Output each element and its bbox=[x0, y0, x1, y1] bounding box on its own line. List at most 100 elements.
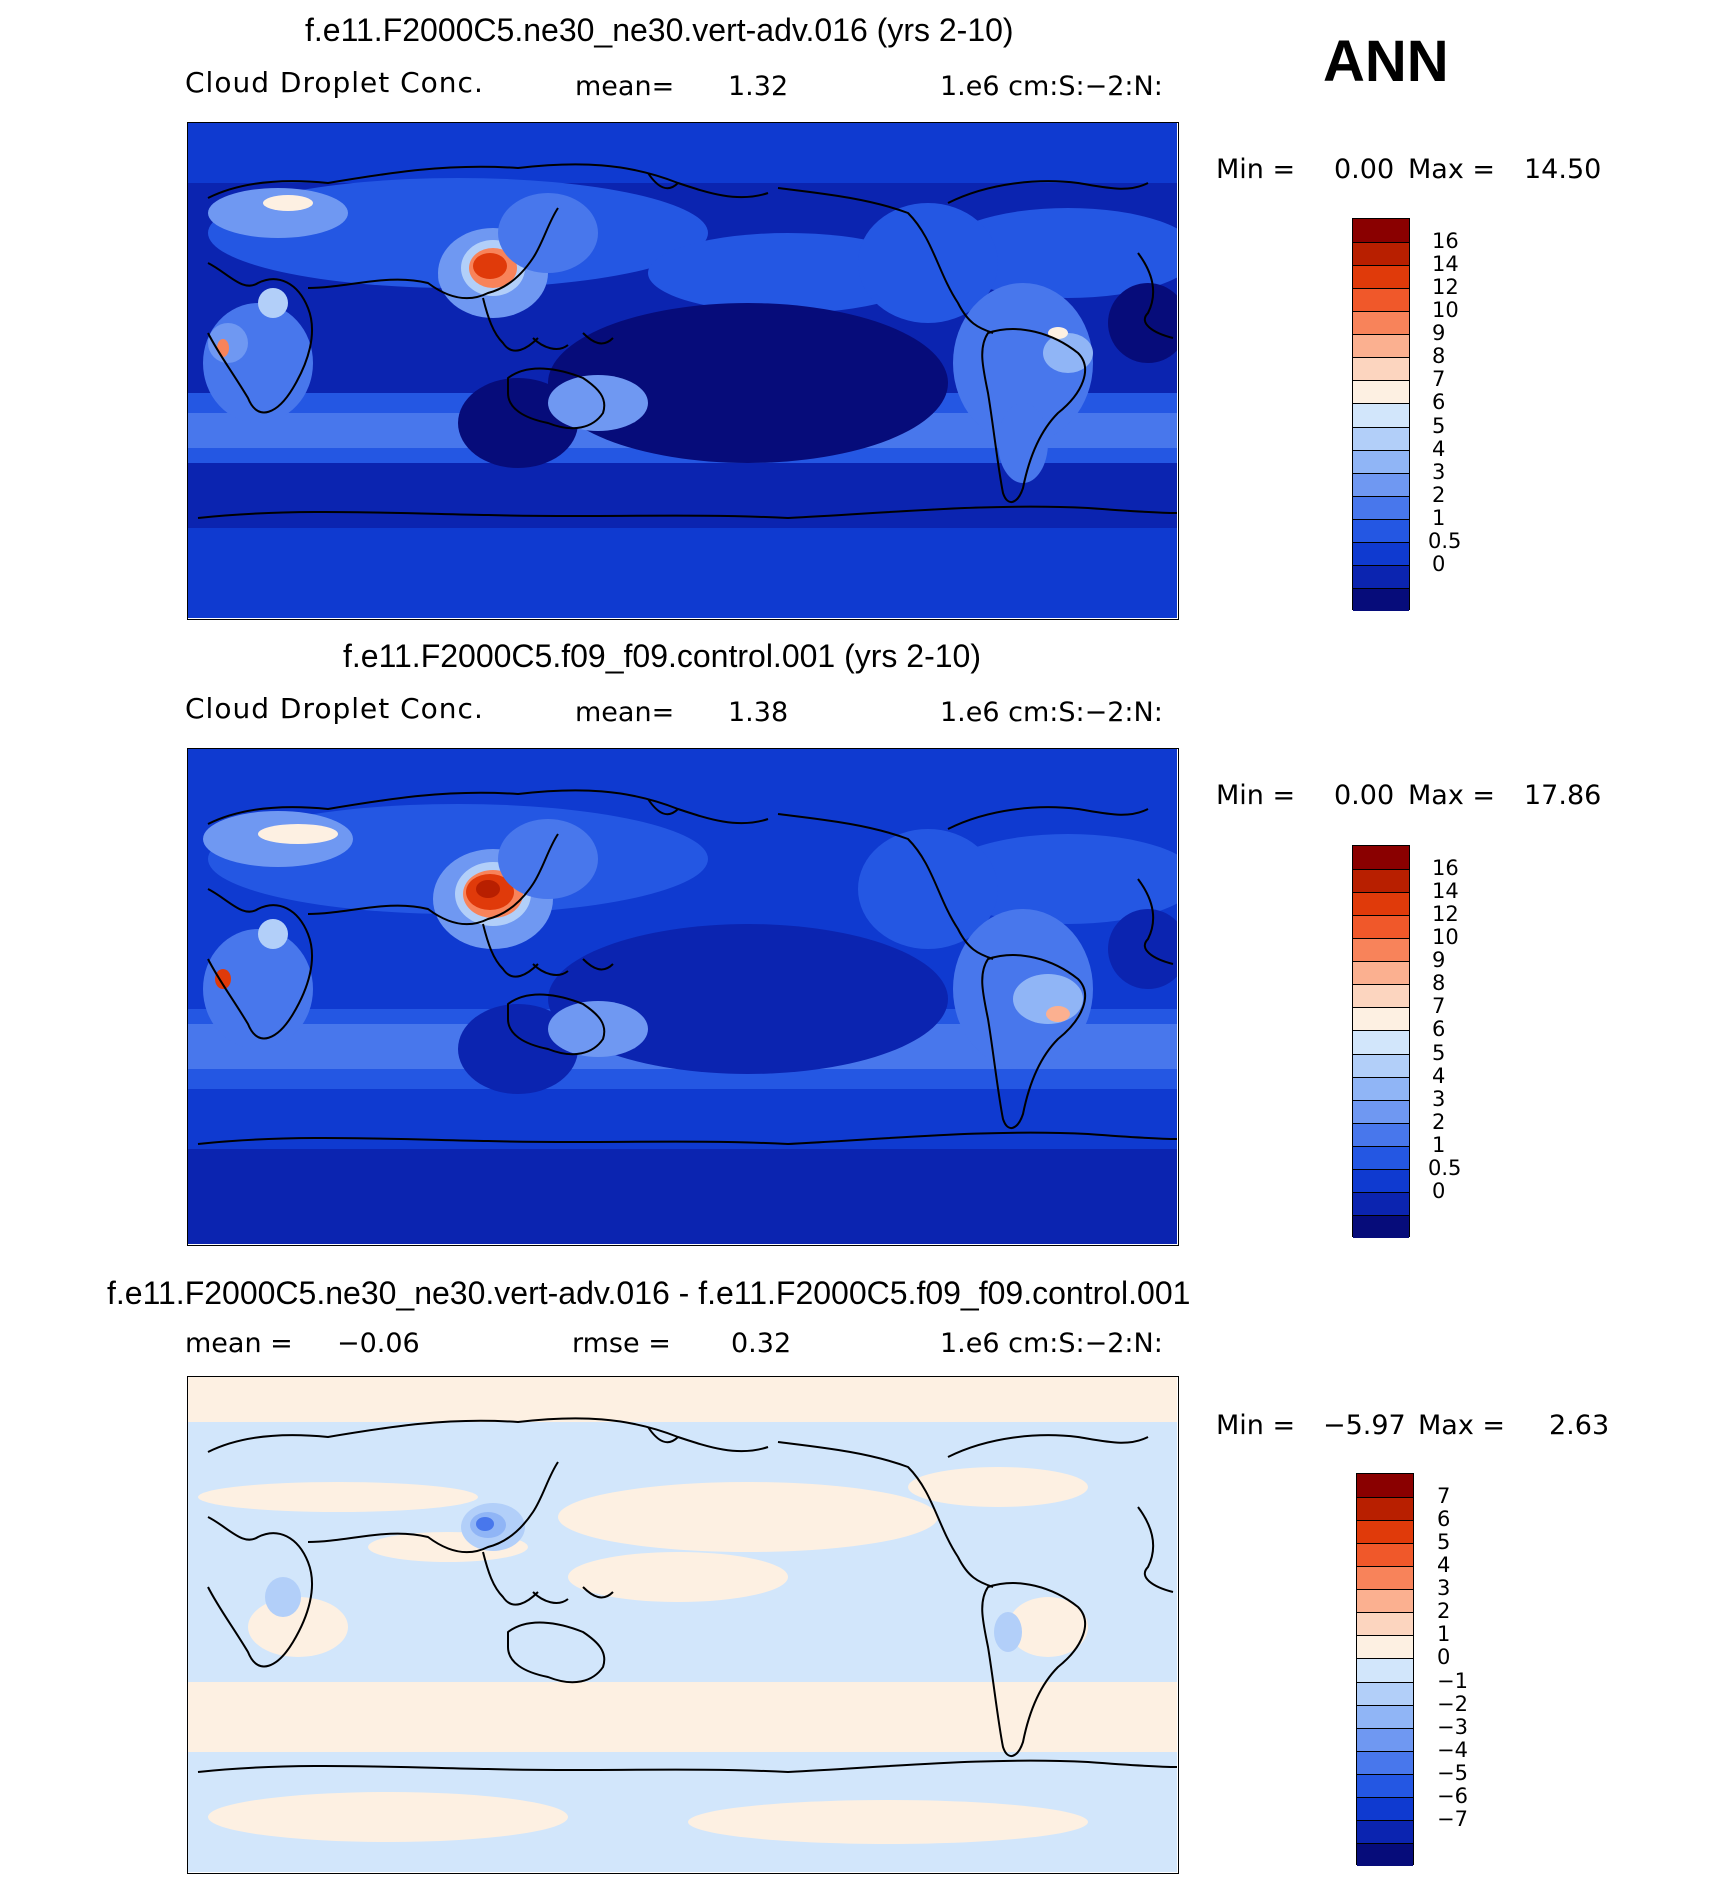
colorbar-tick-label: 14 bbox=[1432, 252, 1459, 277]
colorbar-tick-label: 2 bbox=[1432, 1109, 1446, 1134]
colorbar-swatch bbox=[1353, 380, 1409, 404]
colorbar-tick-label: 16 bbox=[1432, 856, 1459, 881]
panel-2-min-value: 0.00 bbox=[1334, 780, 1395, 811]
colorbar-swatch bbox=[1353, 403, 1409, 427]
colorbar-swatch bbox=[1353, 892, 1409, 916]
colorbar-tick-label: 3 bbox=[1432, 1086, 1446, 1111]
panel-1-mean-value: 1.32 bbox=[728, 71, 789, 102]
panel-2-units: 1.e6 cm:S:−2:N: bbox=[940, 697, 1163, 728]
colorbar-tick-label: 3 bbox=[1432, 459, 1446, 484]
panel-3-max-value: 2.63 bbox=[1549, 1410, 1610, 1441]
panel-3-min-label: Min = bbox=[1216, 1410, 1296, 1441]
colorbar-swatch bbox=[1353, 426, 1409, 450]
panel-3-colorbar-ticks: 7 6 5 4 3 2 1 0 −1 −2 −3 −4 −5 −6 −7 bbox=[1433, 1473, 1513, 1865]
colorbar-swatch bbox=[1357, 1750, 1413, 1774]
colorbar-tick-label: 0 bbox=[1432, 551, 1446, 576]
colorbar-swatch bbox=[1353, 1191, 1409, 1215]
colorbar-swatch bbox=[1353, 357, 1409, 381]
colorbar-tick-label: 6 bbox=[1432, 1017, 1446, 1042]
colorbar-swatch bbox=[1357, 1543, 1413, 1567]
panel-2-variable-label: Cloud Droplet Conc. bbox=[185, 692, 484, 725]
panel-1-title: f.e11.F2000C5.ne30_ne30.vert-adv.016 (yr… bbox=[305, 12, 1014, 48]
colorbar-tick-label: 12 bbox=[1432, 275, 1459, 300]
colorbar-swatch bbox=[1357, 1566, 1413, 1590]
colorbar-tick-label: 8 bbox=[1432, 971, 1446, 996]
colorbar-tick-label: 7 bbox=[1437, 1484, 1451, 1509]
panel-1-variable-label: Cloud Droplet Conc. bbox=[185, 66, 484, 99]
panel-2-colorbar-ticks: 16 14 12 10 9 8 7 6 5 4 3 2 1 0.5 0 bbox=[1428, 845, 1508, 1237]
colorbar-swatch bbox=[1353, 472, 1409, 496]
colorbar-swatch bbox=[1353, 288, 1409, 312]
colorbar-swatch bbox=[1353, 1053, 1409, 1077]
panel-1-units: 1.e6 cm:S:−2:N: bbox=[940, 71, 1163, 102]
colorbar-tick-label: 14 bbox=[1432, 879, 1459, 904]
colorbar-swatch bbox=[1353, 1007, 1409, 1031]
colorbar-tick-label: −6 bbox=[1437, 1783, 1468, 1808]
colorbar-tick-label: 5 bbox=[1432, 1040, 1446, 1065]
panel-2-colorbar bbox=[1352, 845, 1410, 1238]
panel-2-max-label: Max = bbox=[1408, 780, 1496, 811]
colorbar-swatch bbox=[1353, 564, 1409, 588]
colorbar-tick-label: −3 bbox=[1437, 1714, 1468, 1739]
colorbar-swatch bbox=[1353, 1214, 1409, 1238]
colorbar-tick-label: 10 bbox=[1432, 298, 1459, 323]
colorbar-tick-label: 1 bbox=[1432, 1132, 1446, 1157]
colorbar-swatch bbox=[1357, 1589, 1413, 1613]
colorbar-swatch bbox=[1353, 938, 1409, 962]
panel-2-mean-value: 1.38 bbox=[728, 697, 789, 728]
panel-3-max-label: Max = bbox=[1418, 1410, 1506, 1441]
panel-3-title: f.e11.F2000C5.ne30_ne30.vert-adv.016 - f… bbox=[107, 1275, 1191, 1311]
colorbar-tick-label: 1 bbox=[1437, 1622, 1451, 1647]
colorbar-tick-label: 6 bbox=[1437, 1507, 1451, 1532]
colorbar-swatch bbox=[1357, 1796, 1413, 1820]
colorbar-swatch bbox=[1353, 1145, 1409, 1169]
colorbar-tick-label: 0.5 bbox=[1428, 528, 1462, 553]
colorbar-tick-label: 10 bbox=[1432, 925, 1459, 950]
panel-1-max-label: Max = bbox=[1408, 154, 1496, 185]
colorbar-swatch bbox=[1357, 1658, 1413, 1682]
panel-3-mean-label: mean = bbox=[185, 1328, 293, 1359]
panel-1-map bbox=[187, 122, 1179, 620]
colorbar-tick-label: 2 bbox=[1432, 482, 1446, 507]
colorbar-tick-label: 0 bbox=[1437, 1645, 1451, 1670]
colorbar-swatch bbox=[1353, 915, 1409, 939]
panel-3-units: 1.e6 cm:S:−2:N: bbox=[940, 1328, 1163, 1359]
colorbar-tick-label: 4 bbox=[1437, 1553, 1451, 1578]
colorbar-swatch bbox=[1353, 1168, 1409, 1192]
colorbar-tick-label: 12 bbox=[1432, 902, 1459, 927]
panel-2-mean-label: mean= bbox=[575, 697, 675, 728]
colorbar-tick-label: 8 bbox=[1432, 344, 1446, 369]
panel-3-rmse-value: 0.32 bbox=[731, 1328, 792, 1359]
colorbar-swatch bbox=[1353, 961, 1409, 985]
colorbar-tick-label: 3 bbox=[1437, 1576, 1451, 1601]
colorbar-swatch bbox=[1357, 1474, 1413, 1498]
colorbar-tick-label: −4 bbox=[1437, 1737, 1468, 1762]
colorbar-swatch bbox=[1353, 1122, 1409, 1146]
panel-1-colorbar-ticks: 16 14 12 10 9 8 7 6 5 4 3 2 1 0.5 0 bbox=[1428, 218, 1508, 610]
colorbar-swatch bbox=[1357, 1704, 1413, 1728]
colorbar-swatch bbox=[1353, 869, 1409, 893]
colorbar-swatch bbox=[1353, 518, 1409, 542]
colorbar-tick-label: −5 bbox=[1437, 1760, 1468, 1785]
panel-1-max-value: 14.50 bbox=[1524, 154, 1602, 185]
panel-1-colorbar bbox=[1352, 218, 1410, 611]
colorbar-swatch bbox=[1353, 495, 1409, 519]
colorbar-swatch bbox=[1357, 1612, 1413, 1636]
colorbar-tick-label: 5 bbox=[1432, 413, 1446, 438]
colorbar-swatch bbox=[1357, 1497, 1413, 1521]
colorbar-tick-label: 2 bbox=[1437, 1599, 1451, 1624]
colorbar-swatch bbox=[1353, 587, 1409, 611]
colorbar-tick-label: −2 bbox=[1437, 1691, 1468, 1716]
colorbar-tick-label: 9 bbox=[1432, 948, 1446, 973]
colorbar-swatch bbox=[1353, 449, 1409, 473]
colorbar-swatch bbox=[1353, 265, 1409, 289]
panel-3-min-value: −5.97 bbox=[1323, 1410, 1406, 1441]
colorbar-tick-label: 6 bbox=[1432, 390, 1446, 415]
colorbar-swatch bbox=[1353, 1030, 1409, 1054]
colorbar-swatch bbox=[1357, 1681, 1413, 1705]
panel-3-colorbar bbox=[1356, 1473, 1414, 1866]
colorbar-tick-label: −7 bbox=[1437, 1806, 1468, 1831]
colorbar-tick-label: 16 bbox=[1432, 229, 1459, 254]
colorbar-swatch bbox=[1357, 1727, 1413, 1751]
panel-1-min-value: 0.00 bbox=[1334, 154, 1395, 185]
